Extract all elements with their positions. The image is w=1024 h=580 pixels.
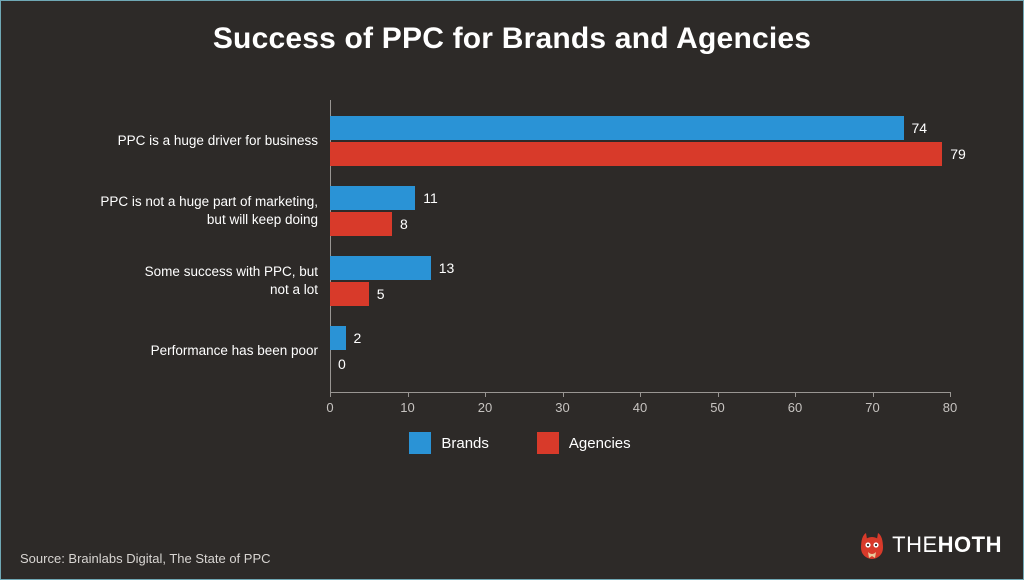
x-tick-label: 40 [633, 400, 647, 415]
bar-value-label: 8 [392, 216, 408, 232]
x-tick-label: 50 [710, 400, 724, 415]
brand-logo: THEHOTH [858, 530, 1002, 560]
category-labels-column: PPC is a huge driver for business PPC is … [90, 100, 330, 392]
category-label: PPC is not a huge part of marketing,but … [100, 193, 318, 229]
source-attribution: Source: Brainlabs Digital, The State of … [20, 551, 271, 566]
bar-value-label: 13 [431, 260, 455, 276]
x-tick-label: 30 [555, 400, 569, 415]
x-tick-label: 60 [788, 400, 802, 415]
bar-value-label: 5 [369, 286, 385, 302]
chart-title: Success of PPC for Brands and Agencies [0, 0, 1024, 56]
category-label: PPC is a huge driver for business [118, 132, 318, 150]
bar-value-label: 2 [346, 330, 362, 346]
category-row: PPC is not a huge part of marketing,but … [90, 176, 330, 246]
bar-value-label: 0 [330, 356, 346, 372]
bar-agencies [330, 282, 369, 306]
bar-brands [330, 256, 431, 280]
x-tick-mark [795, 392, 796, 397]
category-row: Performance has been poor [90, 316, 330, 386]
x-tick-mark [718, 392, 719, 397]
hoth-mascot-icon [858, 530, 886, 560]
x-tick-mark [408, 392, 409, 397]
bar-value-label: 74 [904, 120, 928, 136]
category-row: PPC is a huge driver for business [90, 106, 330, 176]
legend-label: Brands [441, 435, 489, 452]
legend: Brands Agencies [90, 432, 950, 459]
category-label: Performance has been poor [151, 342, 318, 360]
x-tick-label: 70 [865, 400, 879, 415]
x-tick-mark [640, 392, 641, 397]
category-label: Some success with PPC, butnot a lot [145, 263, 318, 299]
bar-brands [330, 116, 904, 140]
legend-label: Agencies [569, 435, 631, 452]
x-tick-mark [330, 392, 331, 397]
brand-logo-text-bold: HOTH [938, 532, 1002, 557]
x-tick-mark [873, 392, 874, 397]
legend-item: Agencies [537, 432, 631, 454]
plot-area: 74791181352001020304050607080 [330, 100, 950, 392]
bar-value-label: 11 [415, 190, 438, 206]
x-tick-label: 80 [943, 400, 957, 415]
x-tick-mark [950, 392, 951, 397]
legend-swatch [409, 432, 431, 454]
legend-item: Brands [409, 432, 489, 454]
category-row: Some success with PPC, butnot a lot [90, 246, 330, 316]
x-tick-label: 10 [400, 400, 414, 415]
x-tick-mark [563, 392, 564, 397]
brand-logo-text-thin: THE [892, 532, 938, 557]
x-tick-mark [485, 392, 486, 397]
bar-brands [330, 186, 415, 210]
chart-container: PPC is a huge driver for business PPC is … [90, 100, 950, 460]
brand-logo-text: THEHOTH [892, 532, 1002, 558]
bar-agencies [330, 142, 942, 166]
x-tick-label: 0 [326, 400, 333, 415]
bar-brands [330, 326, 346, 350]
bar-value-label: 79 [942, 146, 966, 162]
bar-agencies [330, 212, 392, 236]
legend-swatch [537, 432, 559, 454]
x-tick-label: 20 [478, 400, 492, 415]
